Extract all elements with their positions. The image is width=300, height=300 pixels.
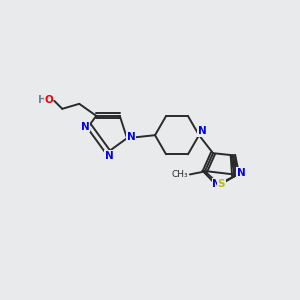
Text: N: N (105, 151, 113, 161)
Text: CH₃: CH₃ (171, 170, 188, 179)
Text: O: O (44, 95, 53, 105)
Text: N: N (81, 122, 89, 132)
Text: H: H (38, 95, 47, 105)
Text: S: S (218, 179, 225, 189)
Text: N: N (127, 132, 135, 142)
Text: N: N (237, 168, 245, 178)
Text: N: N (212, 179, 221, 189)
Text: N: N (198, 126, 206, 136)
